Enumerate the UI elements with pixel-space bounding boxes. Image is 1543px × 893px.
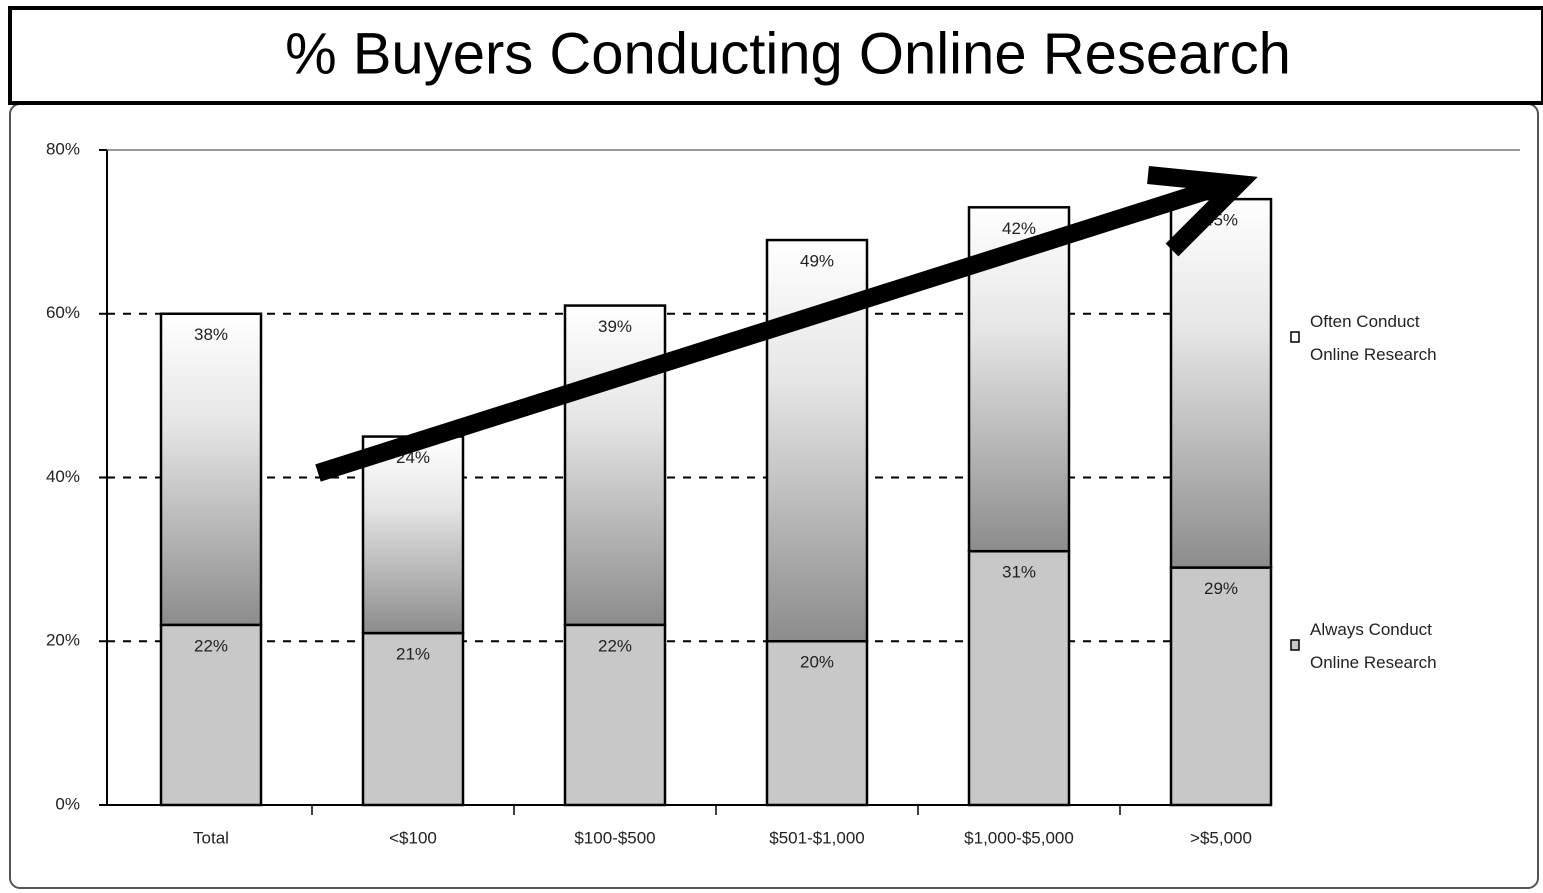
bar-segment [563, 304, 667, 627]
bar-segment [159, 312, 263, 627]
legend-swatch [1290, 331, 1300, 343]
bar-segment [1169, 197, 1273, 569]
bar-segment [967, 549, 1071, 807]
bar-segment [159, 623, 263, 807]
data-label: 20% [800, 653, 834, 672]
legend-label: Always Conduct Online Research [1310, 620, 1437, 672]
legend-swatch [1290, 639, 1300, 651]
x-tick-label: Total [193, 828, 229, 847]
y-tick-label: 60% [46, 303, 80, 322]
bar-segment [361, 631, 465, 807]
legend-label: Often Conduct Online Research [1310, 312, 1437, 364]
data-label: 22% [194, 636, 228, 655]
bar-segment [361, 435, 465, 635]
trend-arrow [315, 166, 1258, 482]
plot: 0%20%40%60%80%Total22%38%<$10021%24%$100… [46, 139, 1520, 847]
y-tick-label: 80% [46, 139, 80, 158]
bar-segment [765, 640, 869, 807]
title-box [8, 6, 1543, 105]
data-label: 49% [800, 252, 834, 271]
y-tick-label: 40% [46, 467, 80, 486]
data-label: 21% [396, 645, 430, 664]
x-tick-label: <$100 [389, 828, 437, 847]
y-tick-label: 0% [55, 794, 80, 813]
data-label: 29% [1204, 579, 1238, 598]
y-tick-label: 20% [46, 631, 80, 650]
x-tick-label: $501-$1,000 [769, 828, 864, 847]
chart-title: % Buyers Conducting Online Research [285, 21, 1291, 86]
data-label: 22% [598, 636, 632, 655]
data-label: 38% [194, 325, 228, 344]
data-label: 42% [1002, 219, 1036, 238]
data-label: 31% [1002, 563, 1036, 582]
bar-segment [1169, 566, 1273, 807]
x-tick-label: >$5,000 [1190, 828, 1252, 847]
data-label: 39% [598, 317, 632, 336]
x-tick-label: $100-$500 [574, 828, 655, 847]
x-tick-label: $1,000-$5,000 [964, 828, 1074, 847]
